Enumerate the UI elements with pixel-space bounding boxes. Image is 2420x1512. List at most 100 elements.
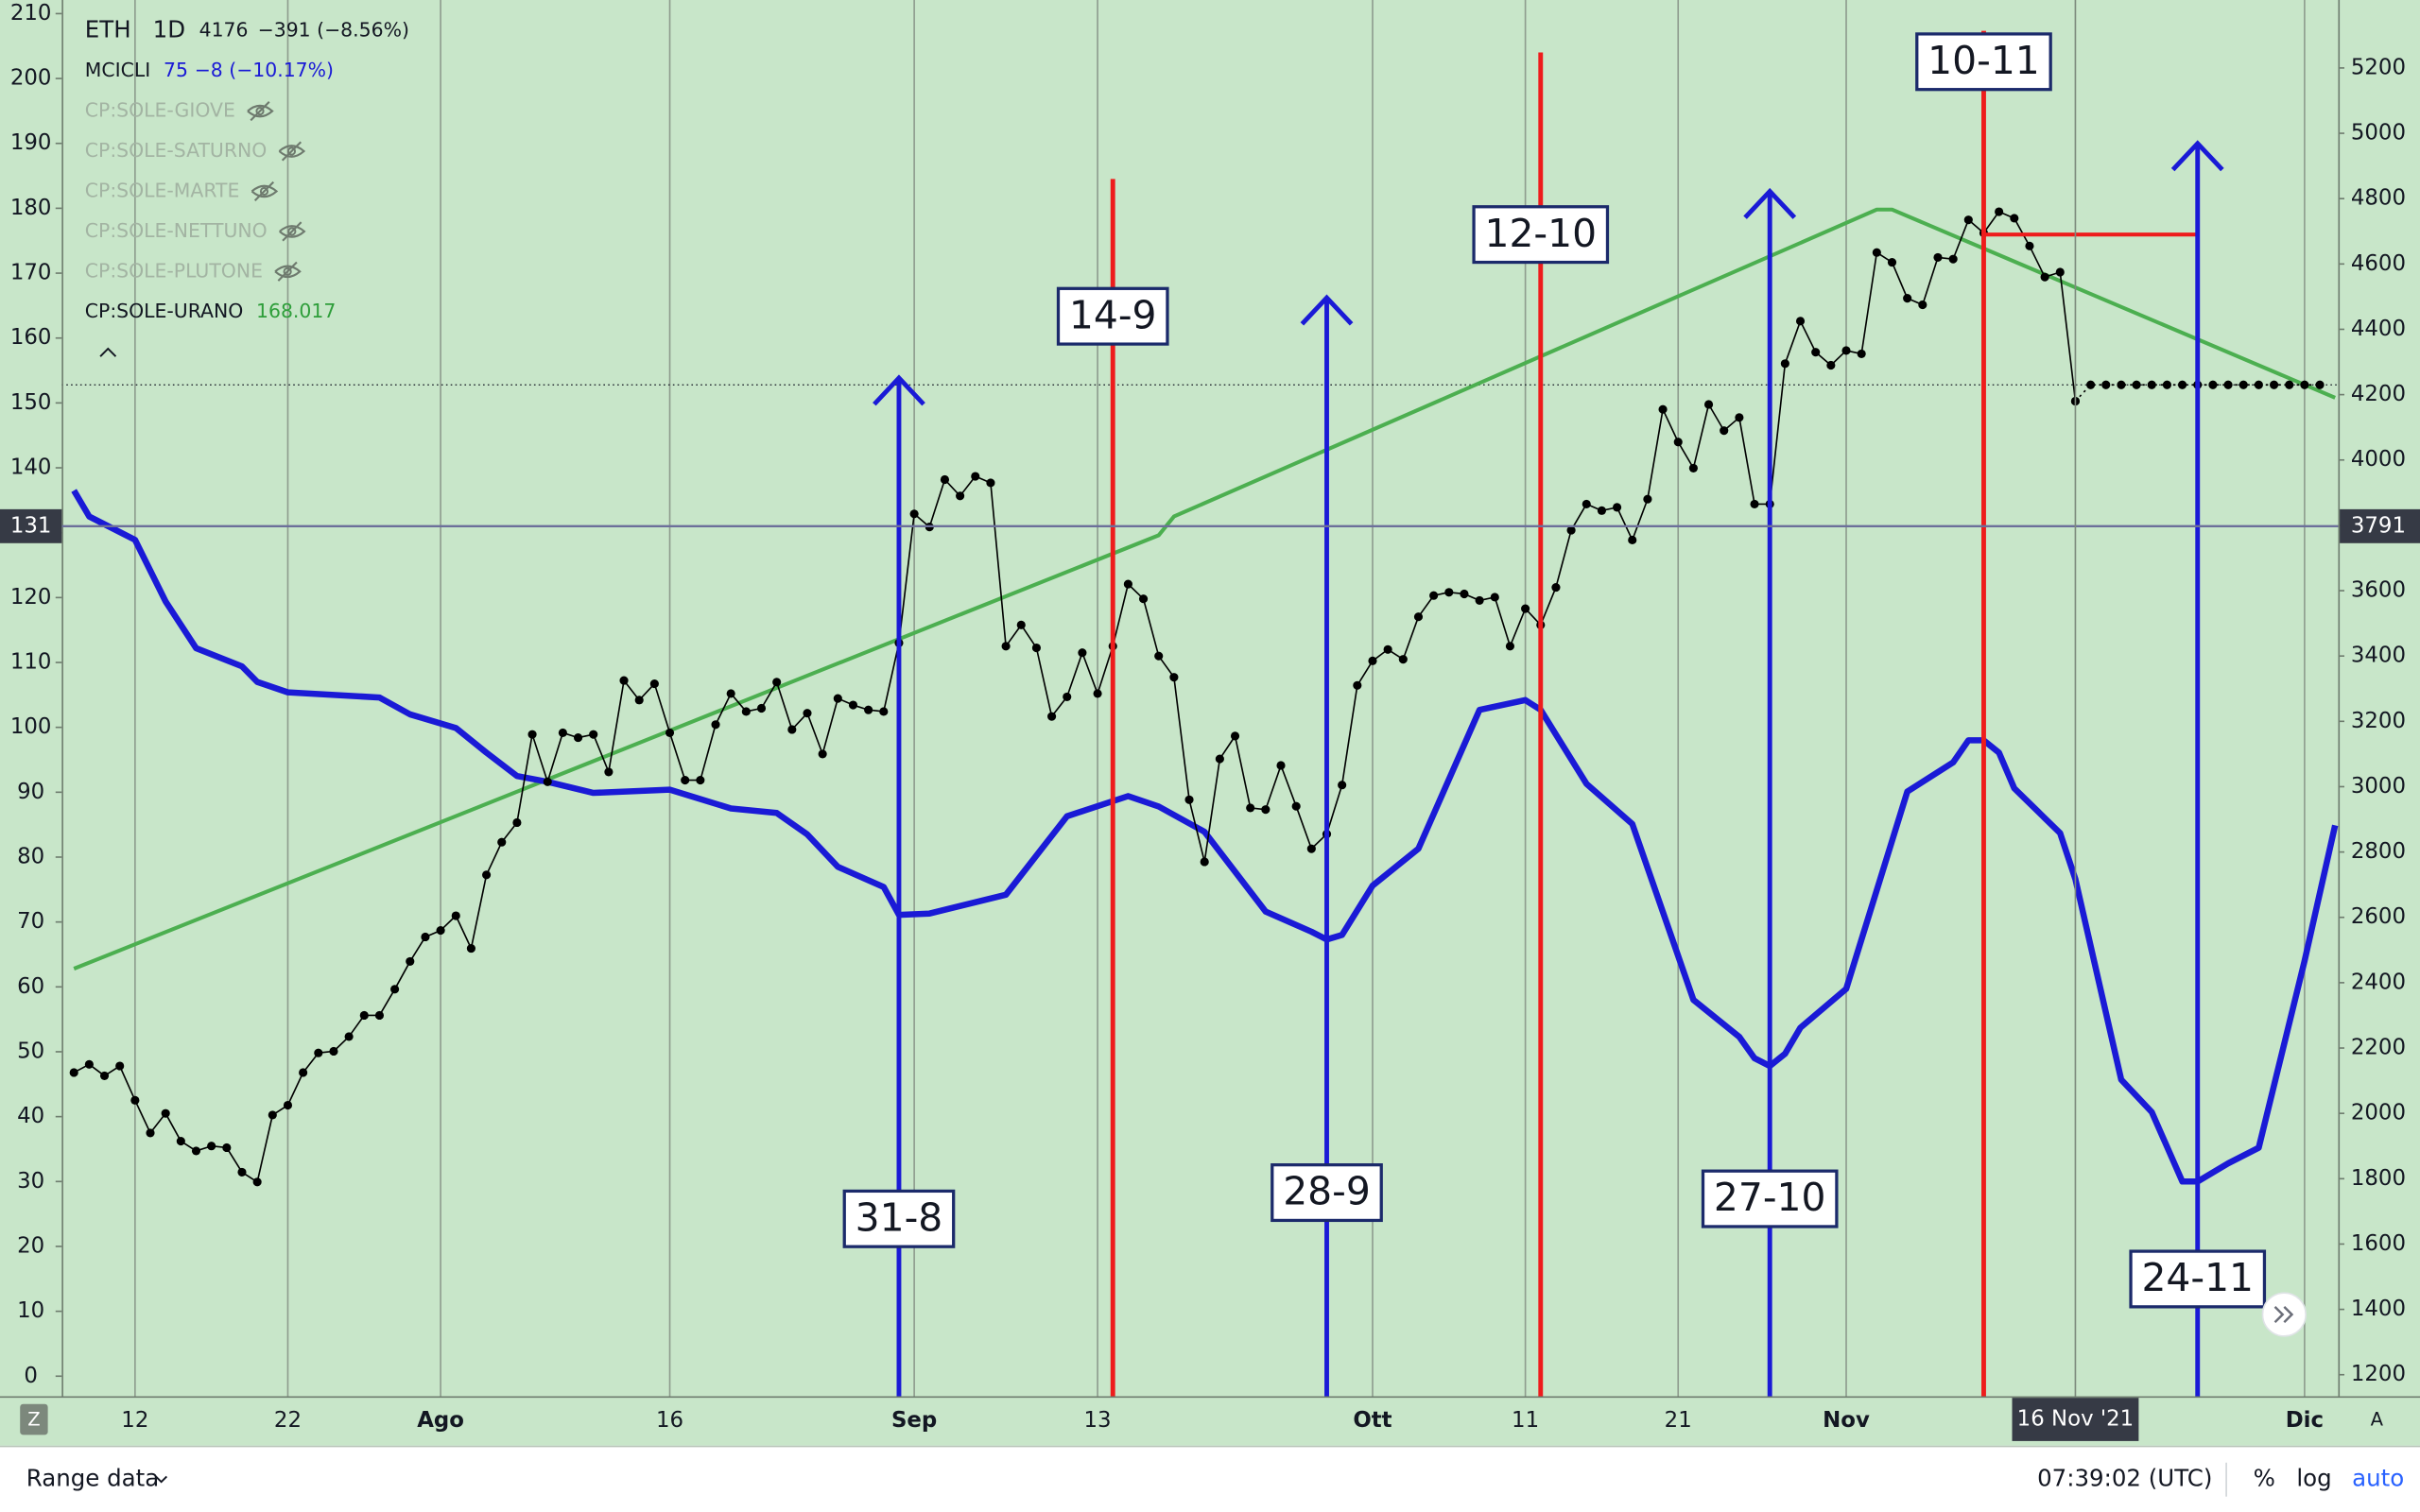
x-tick-label: 21	[1665, 1408, 1692, 1433]
data-point	[252, 1177, 262, 1187]
data-point	[1628, 535, 1637, 545]
data-point	[359, 1010, 369, 1021]
data-point	[84, 1059, 94, 1069]
crosshair-y2-box	[2340, 508, 2420, 543]
data-point	[2147, 380, 2156, 389]
data-point	[1963, 215, 1973, 225]
visibility-toggle[interactable]	[283, 266, 292, 276]
data-point	[756, 703, 767, 713]
data-point	[649, 679, 659, 689]
x-tick-label: 12	[121, 1408, 148, 1433]
legend-study-name: CP:SOLE-URANO	[85, 300, 244, 322]
data-point	[1720, 426, 1729, 436]
data-point	[2300, 380, 2309, 389]
axis-button-box[interactable]	[20, 1403, 48, 1435]
y2-tick-label: 4000	[2351, 447, 2406, 472]
data-point	[161, 1108, 170, 1118]
y-tick-label: 160	[10, 325, 52, 350]
visibility-toggle[interactable]	[278, 141, 306, 162]
legend-hidden-study: CP:SOLE-MARTE	[85, 179, 240, 201]
data-point	[1063, 692, 1072, 701]
x-tick-label: 22	[274, 1408, 302, 1433]
data-point	[711, 720, 720, 730]
legend-hidden-study: CP:SOLE-SATURNO	[85, 139, 268, 162]
data-point	[466, 944, 475, 954]
data-point	[1826, 360, 1836, 370]
data-point	[681, 775, 690, 785]
auto-button[interactable]: auto	[2352, 1465, 2404, 1492]
y2-tick-label: 1200	[2351, 1362, 2406, 1386]
y2-tick-label: 3600	[2351, 578, 2406, 603]
data-point	[1673, 438, 1683, 447]
data-point	[1872, 248, 1881, 257]
event-arrow	[1743, 187, 1797, 219]
data-point	[787, 725, 797, 734]
data-point	[1413, 612, 1424, 622]
data-point	[283, 1100, 293, 1110]
data-point	[497, 837, 507, 847]
data-point	[956, 491, 965, 501]
crosshair-y-label: 131	[10, 513, 52, 538]
percent-button[interactable]: %	[2254, 1465, 2275, 1492]
visibility-toggle[interactable]	[247, 101, 274, 122]
axis-button-box[interactable]	[2362, 1403, 2391, 1435]
legend-collapse[interactable]	[99, 347, 117, 357]
visibility-toggle[interactable]	[286, 146, 297, 156]
event-label-box	[1056, 286, 1169, 346]
legend-last: 4176	[199, 19, 249, 42]
data-point	[1398, 655, 1408, 664]
data-point	[451, 911, 460, 920]
data-point	[1460, 589, 1469, 599]
y-tick-label: 20	[17, 1233, 44, 1258]
visibility-toggle[interactable]	[279, 221, 306, 242]
data-point	[314, 1048, 323, 1057]
data-point	[726, 689, 735, 698]
event-label-box	[1270, 1163, 1383, 1223]
data-point	[1276, 761, 1286, 770]
axis-button[interactable]: A	[2371, 1408, 2384, 1430]
data-point	[2101, 380, 2111, 389]
visibility-toggle[interactable]	[287, 227, 297, 236]
data-point	[2117, 380, 2126, 389]
data-point	[2025, 241, 2034, 250]
y2-tick-label: 2600	[2351, 904, 2406, 929]
log-button[interactable]: log	[2296, 1465, 2331, 1492]
data-point	[2086, 380, 2096, 389]
y2-tick-label: 1400	[2351, 1297, 2406, 1321]
axis-button[interactable]: Z	[27, 1408, 40, 1430]
event-label: 14-9	[1069, 292, 1157, 337]
range-chevron[interactable]	[155, 1475, 168, 1484]
scroll-to-end-icon[interactable]	[2273, 1305, 2294, 1324]
data-point	[390, 985, 400, 994]
range-button[interactable]: Range data	[26, 1465, 159, 1492]
data-point	[1353, 680, 1362, 690]
data-point	[299, 1068, 308, 1077]
y2-tick-label: 4200	[2351, 382, 2406, 406]
data-point	[573, 733, 583, 743]
y-tick-label: 100	[10, 714, 52, 739]
x-tick-label: 13	[1084, 1408, 1112, 1433]
data-point	[1597, 506, 1606, 515]
visibility-toggle[interactable]	[255, 106, 265, 116]
visibility-toggle[interactable]	[251, 180, 279, 201]
event-label-box	[1701, 1169, 1839, 1228]
x-tick-label: 11	[1512, 1408, 1539, 1433]
data-point	[421, 932, 430, 942]
y2-tick-label: 1600	[2351, 1231, 2406, 1256]
y-tick-label: 0	[24, 1364, 38, 1388]
event-arrow	[873, 374, 925, 406]
visibility-toggle[interactable]	[259, 186, 269, 197]
data-point	[848, 700, 858, 710]
data-point	[1093, 689, 1102, 698]
crosshair-x-label: 16 Nov '21	[2017, 1407, 2135, 1432]
data-point	[2010, 214, 2019, 223]
data-point	[1078, 648, 1087, 658]
data-point	[1780, 359, 1789, 369]
crosshair-x-box	[2012, 1398, 2139, 1441]
visibility-toggle[interactable]	[274, 261, 302, 282]
data-point	[99, 1071, 110, 1080]
event-label: 10-11	[1927, 38, 2040, 83]
data-point	[222, 1143, 232, 1153]
data-point	[1566, 525, 1576, 535]
